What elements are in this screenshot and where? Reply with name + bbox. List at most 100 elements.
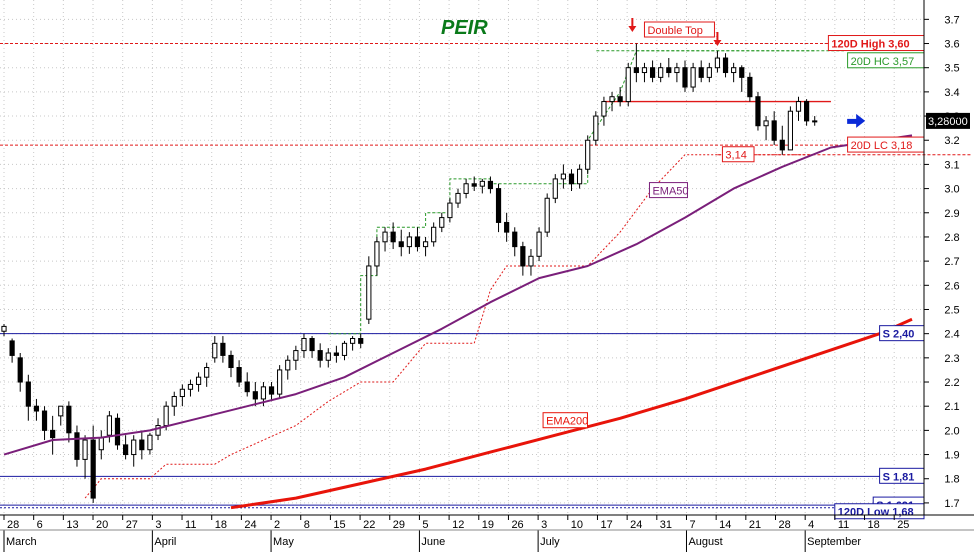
x-tick-label: 17	[600, 519, 612, 531]
candle-body	[641, 67, 648, 74]
y-tick-label: 3.5	[944, 63, 959, 75]
y-tick-label: 2.4	[944, 329, 959, 341]
candle-body	[293, 350, 299, 361]
candle-body	[179, 388, 185, 398]
candle-body	[301, 337, 307, 352]
candle-body	[795, 101, 802, 112]
candle-body	[625, 67, 631, 103]
candle-body	[560, 173, 566, 180]
candle-body	[528, 255, 534, 267]
x-tick-label: 8	[304, 519, 310, 531]
x-tick-label: 28	[7, 519, 19, 531]
candle-body	[406, 236, 412, 248]
candle-body	[147, 434, 153, 451]
candle-body	[325, 352, 331, 361]
candle-body	[414, 236, 421, 248]
y-tick-label: 2.1	[944, 401, 959, 413]
candle-body	[714, 57, 721, 69]
x-tick-label: 31	[660, 519, 672, 531]
candle-body	[609, 96, 615, 103]
x-tick-label: 19	[482, 519, 494, 531]
label-s181: S 1,81	[879, 467, 925, 484]
candle-body	[731, 67, 737, 74]
candle-body	[520, 246, 526, 267]
candle-body	[277, 369, 283, 395]
candle-body	[58, 405, 64, 417]
y-tick-label: 2.3	[944, 353, 959, 365]
direction-arrow-shaft	[847, 118, 858, 124]
candle-body	[755, 96, 761, 127]
last-price-tag: 3,28000	[926, 112, 970, 129]
candle-body	[698, 67, 704, 78]
y-tick-label: 2.5	[944, 304, 959, 316]
candle-body	[195, 376, 202, 385]
candle-body	[504, 221, 510, 233]
candle-body	[366, 265, 372, 320]
label-double-top-box	[643, 21, 715, 38]
candle-body	[220, 342, 226, 356]
lc20-band	[84, 154, 815, 499]
candle-body	[187, 383, 194, 390]
month-label: April	[154, 536, 176, 548]
candle-body	[585, 139, 591, 170]
x-tick-label: 13	[66, 519, 78, 531]
candle-body	[763, 120, 769, 127]
x-tick-label: 22	[363, 519, 375, 531]
candle-body	[682, 67, 688, 88]
chart-title: PEIR	[441, 17, 488, 39]
candle-body	[617, 96, 623, 103]
month-label: June	[421, 536, 445, 548]
x-tick-label: 28	[779, 519, 791, 531]
candle-body	[333, 352, 339, 356]
candle-body	[155, 425, 161, 436]
label-high120: 120D High 3,60	[827, 35, 925, 52]
label-lc20: 20D LC 3,18	[847, 136, 925, 153]
candle-body	[722, 57, 729, 74]
candle-body	[674, 67, 680, 74]
candle-body	[739, 67, 745, 78]
label-hc20: 20D HC 3,57	[847, 52, 925, 69]
candles	[1, 43, 818, 503]
candle-body	[455, 192, 461, 204]
candle-body	[658, 67, 664, 78]
candle-body	[252, 391, 258, 400]
x-tick-label: 24	[244, 519, 256, 531]
candle-body	[601, 101, 607, 117]
candle-body	[812, 120, 818, 123]
y-tick-label: 3.3	[944, 111, 959, 123]
double-top-arrow-2	[713, 32, 722, 46]
candle-body	[260, 386, 267, 400]
candle-body	[779, 139, 785, 151]
label-ema50-text: EMA50	[652, 186, 688, 198]
y-tick-label: 2.7	[944, 256, 959, 268]
last-price-box	[926, 112, 970, 129]
candle-body	[787, 110, 793, 151]
candle-body	[1, 325, 7, 332]
x-tick-label: 24	[630, 519, 642, 531]
ema50-line	[3, 134, 913, 456]
candle-body	[471, 183, 477, 187]
candle-body	[139, 439, 145, 451]
candle-body	[317, 350, 323, 361]
candle-body	[422, 241, 429, 248]
label-low-mark-box	[721, 146, 755, 163]
candle-body	[90, 439, 96, 499]
x-tick-label: 25	[897, 519, 909, 531]
candle-body	[350, 337, 356, 344]
y-tick-label: 2.2	[944, 377, 959, 389]
double-top-arrow-1	[628, 18, 637, 32]
x-tick-label: 7	[689, 519, 695, 531]
x-tick-label: 27	[126, 519, 138, 531]
candle-body	[358, 337, 364, 344]
x-tick-label: 2	[274, 519, 280, 531]
bands	[0, 43, 972, 509]
candle-body	[593, 115, 599, 141]
y-tick-label: 1.8	[944, 474, 959, 486]
y-tick-label: 2.8	[944, 232, 959, 244]
candle-body	[285, 359, 291, 371]
candle-body	[212, 342, 218, 359]
candle-body	[804, 101, 810, 122]
candle-body	[398, 241, 404, 248]
